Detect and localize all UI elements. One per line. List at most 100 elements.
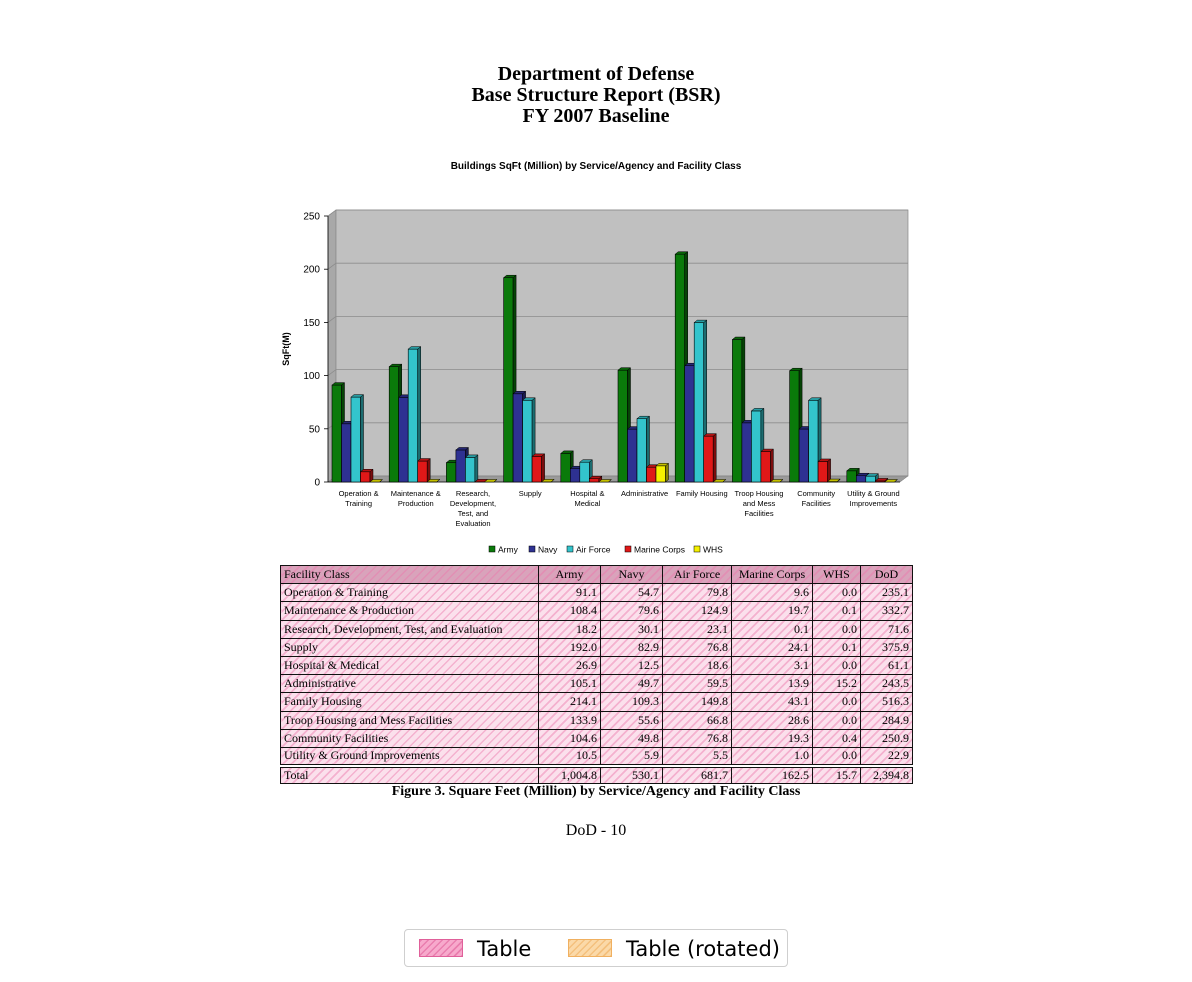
value-cell: 5.9 xyxy=(600,746,663,767)
value-cell: 76.8 xyxy=(662,637,732,657)
overlay-legend-label: Table (rotated) xyxy=(626,937,780,961)
bar-top xyxy=(846,468,860,472)
bar-top xyxy=(369,479,384,483)
gridline xyxy=(327,369,908,376)
legend-label: WHS xyxy=(703,545,723,555)
bar-top xyxy=(693,319,708,323)
bar-marine-corps xyxy=(531,453,546,483)
bar-top xyxy=(674,251,689,255)
bar-top xyxy=(855,472,870,476)
bar-marine-corps xyxy=(703,433,717,483)
bar-marine-corps xyxy=(417,458,431,483)
bar-front xyxy=(331,384,342,483)
bar-front xyxy=(465,457,476,483)
bar-front xyxy=(398,397,409,483)
value-cell: 0.4 xyxy=(812,728,861,748)
value-cell: 109.3 xyxy=(600,692,663,712)
legend-item: Navy xyxy=(528,545,558,555)
x-tick-label-line: Test, and xyxy=(458,509,488,518)
bar-marine-corps xyxy=(817,458,832,483)
table-header-row: Facility Class Army Navy Air Force Marine Co… xyxy=(280,564,913,585)
table-row: Research, Development, Test, and Evaluat… xyxy=(280,619,913,639)
x-tick-label-line: and Mess xyxy=(743,499,776,508)
value-cell: 71.6 xyxy=(860,619,913,639)
bar-front xyxy=(817,461,828,483)
legend-label: Air Force xyxy=(576,545,611,555)
value-cell: 55.6 xyxy=(600,710,663,730)
bar-air-force xyxy=(579,459,593,483)
x-tick-label-line: Community xyxy=(797,489,835,498)
overlay-legend: Table Table (rotated) xyxy=(404,929,788,967)
value-cell: 192.0 xyxy=(538,637,601,657)
facility-class-cell: Facility Class xyxy=(280,564,539,585)
page-number: DoD - 10 xyxy=(565,822,627,839)
bar-side xyxy=(770,448,774,483)
bar-top xyxy=(598,479,612,483)
gridline xyxy=(327,209,908,217)
x-tick-label-line: Production xyxy=(398,499,434,508)
bar-side xyxy=(541,453,545,483)
value-cell: 3.1 xyxy=(731,655,813,676)
facility-class-cell: Maintenance & Production xyxy=(280,601,539,621)
value-cell: 375.9 xyxy=(860,637,913,657)
facility-class-cell: Total xyxy=(280,763,539,785)
x-tick-label: Community Facilities xyxy=(797,489,835,508)
bar-top xyxy=(350,394,365,398)
x-tick-label-line: Facilities xyxy=(744,509,773,518)
bar-front xyxy=(732,339,743,483)
value-cell: 49.8 xyxy=(600,728,663,748)
bar-front xyxy=(407,348,418,483)
bar-front xyxy=(512,393,523,483)
bar-whs xyxy=(655,462,670,483)
table-row: Community Facilities 104.6 49.8 76.8 19.3 0.4… xyxy=(280,728,913,748)
bar-front xyxy=(588,478,600,483)
bar-front xyxy=(741,422,752,483)
value-cell: 5.5 xyxy=(662,746,732,767)
value-cell: 13.9 xyxy=(731,674,813,694)
bar-front xyxy=(627,428,638,483)
bar-front xyxy=(531,456,542,483)
legend-label: Army xyxy=(498,545,519,555)
legend-swatch xyxy=(488,545,496,553)
facility-class-cell: Community Facilities xyxy=(280,728,539,748)
value-cell: 332.7 xyxy=(860,601,913,621)
plot-area: 0 50 100 150 200 250 Operation & Training Mainte… xyxy=(303,209,909,555)
value-cell: 22.9 xyxy=(860,746,913,767)
value-cell: 12.5 xyxy=(600,655,663,676)
bar-whs xyxy=(483,479,498,483)
bar-front xyxy=(798,428,809,483)
bar-front xyxy=(674,253,686,483)
bar-front xyxy=(360,471,371,483)
value-cell: 0.0 xyxy=(812,583,861,603)
bar-top xyxy=(521,397,536,401)
x-tick-label-line: Hospital & xyxy=(570,489,604,498)
value-cell: 149.8 xyxy=(662,692,732,712)
value-cell: 243.5 xyxy=(860,674,913,694)
value-cell: WHS xyxy=(812,564,861,585)
legend-swatch xyxy=(693,545,701,553)
bar-top xyxy=(388,363,403,367)
bar-front xyxy=(865,475,876,483)
bar-top xyxy=(407,346,422,350)
value-cell: 59.5 xyxy=(662,674,732,694)
table-row: Utility & Ground Improvements 10.5 5.9 5.5 1… xyxy=(280,746,913,767)
y-tick-label: 50 xyxy=(309,424,321,435)
value-cell: 108.4 xyxy=(538,601,601,621)
value-cell: 162.5 xyxy=(731,763,813,785)
bar-whs xyxy=(540,478,555,483)
value-cell: Army xyxy=(538,564,601,585)
value-cell: Marine Corps xyxy=(731,564,813,585)
value-cell: 15.2 xyxy=(812,674,861,694)
bar-top xyxy=(531,453,546,457)
value-cell: 124.9 xyxy=(662,601,732,621)
x-tick-label-line: Evaluation xyxy=(455,519,490,528)
value-cell: 1.0 xyxy=(731,746,813,767)
bar-top xyxy=(512,391,527,395)
bar-marine-corps xyxy=(359,468,374,483)
data-table: Facility Class Army Navy Air Force Marine Co… xyxy=(280,564,913,785)
x-tick-label-line: Utility & Ground xyxy=(847,489,900,498)
bar-top xyxy=(826,478,841,482)
legend-item: Air Force xyxy=(566,545,611,555)
bar-front xyxy=(846,470,857,483)
bar-front xyxy=(684,365,695,483)
